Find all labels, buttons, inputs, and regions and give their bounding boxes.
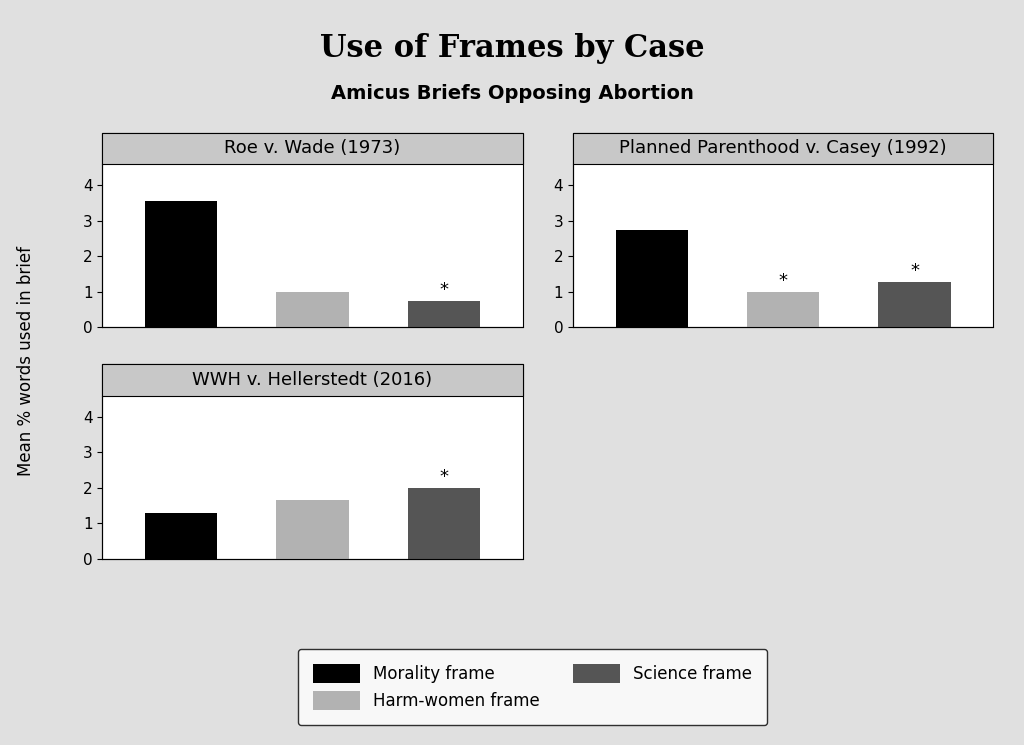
Bar <box>408 488 480 559</box>
Text: *: * <box>910 262 919 280</box>
Bar <box>879 282 950 327</box>
Text: Planned Parenthood v. Casey (1992): Planned Parenthood v. Casey (1992) <box>620 139 947 157</box>
Legend: Morality frame, Harm-women frame, Science frame: Morality frame, Harm-women frame, Scienc… <box>298 649 767 726</box>
Text: Amicus Briefs Opposing Abortion: Amicus Briefs Opposing Abortion <box>331 83 693 103</box>
Text: Use of Frames by Case: Use of Frames by Case <box>319 33 705 64</box>
Text: *: * <box>439 468 449 486</box>
Text: WWH v. Hellerstedt (2016): WWH v. Hellerstedt (2016) <box>193 371 432 389</box>
Bar <box>276 291 348 327</box>
Bar <box>615 229 688 327</box>
Bar <box>145 513 217 559</box>
Text: Roe v. Wade (1973): Roe v. Wade (1973) <box>224 139 400 157</box>
Bar <box>408 301 480 327</box>
Bar <box>145 201 217 327</box>
Text: *: * <box>778 272 787 290</box>
Bar <box>748 291 819 327</box>
Bar <box>276 500 348 559</box>
Text: Mean % words used in brief: Mean % words used in brief <box>16 247 35 476</box>
Text: *: * <box>439 282 449 299</box>
